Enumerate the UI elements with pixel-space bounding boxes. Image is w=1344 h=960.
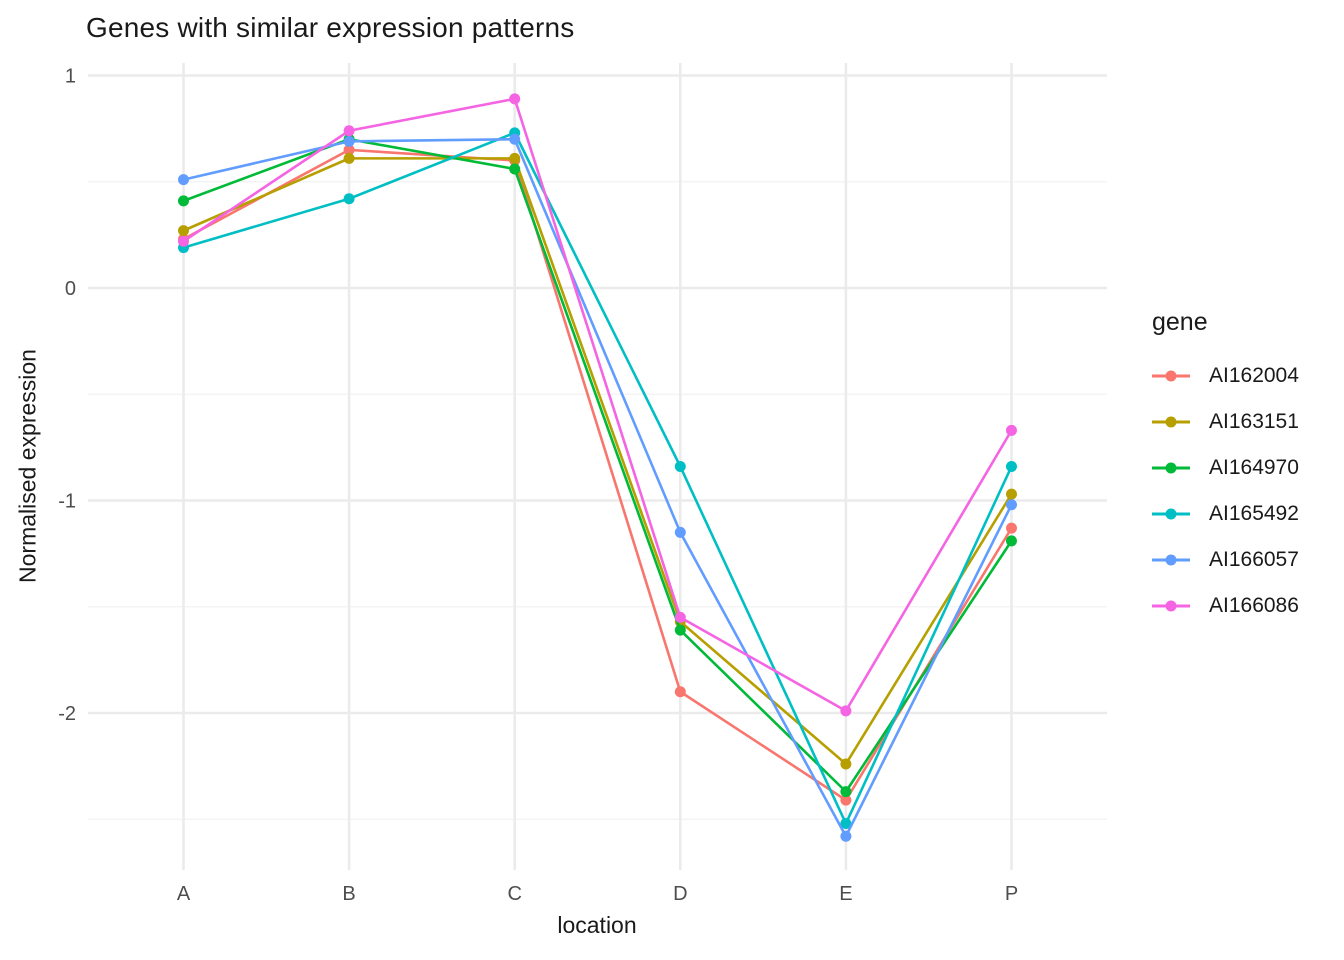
series-point-AI164970 [1006, 535, 1017, 547]
legend-item-AI165492: AI165492 [1150, 491, 1299, 537]
series-point-AI165492 [674, 461, 686, 472]
series-point-AI164970 [674, 624, 686, 636]
series-line-AI166086 [182, 97, 1013, 713]
x-tick-label: B [342, 883, 355, 905]
series-point-AI166086 [1006, 424, 1017, 436]
series-point-AI164970 [178, 195, 189, 207]
series-point-AI166057 [840, 830, 852, 842]
series-point-AI165492 [1006, 461, 1017, 472]
legend-key-icon [1152, 508, 1190, 520]
x-tick-label: A [177, 883, 191, 905]
legend-key-icon [1152, 554, 1190, 566]
legend-key-icon [1152, 370, 1190, 382]
series-point-AI163151 [178, 225, 189, 237]
legend-item-AI164970: AI164970 [1150, 445, 1299, 491]
series-point-AI166086 [840, 705, 852, 717]
series-point-AI165492 [840, 818, 852, 829]
series-point-AI163151 [343, 152, 355, 164]
x-tick-label: C [507, 883, 521, 905]
legend-item-AI163151: AI163151 [1150, 399, 1299, 445]
legend-key-icon [1152, 462, 1190, 474]
y-tick-label: 1 [65, 66, 76, 88]
legend-label: AI162004 [1209, 364, 1299, 387]
legend-item-AI166057: AI166057 [1150, 537, 1299, 583]
legend-label: AI166086 [1209, 594, 1299, 617]
chart-title: Genes with similar expression patterns [86, 12, 575, 43]
y-tick-label: -1 [58, 491, 76, 513]
series-line-AI162004 [182, 148, 1013, 802]
legend-label: AI163151 [1209, 410, 1299, 433]
series-point-AI163151 [509, 152, 521, 164]
series-point-AI162004 [840, 794, 852, 806]
series-point-AI163151 [1006, 488, 1017, 500]
series-point-AI162004 [343, 144, 355, 156]
legend: gene AI162004 AI163151 AI164970 AI165492 AI1… [1150, 308, 1299, 629]
series-point-AI166057 [178, 174, 189, 186]
legend-key-icon [1152, 600, 1190, 612]
series-point-AI162004 [1006, 522, 1017, 534]
series-point-AI164970 [509, 163, 521, 175]
y-tick-label: -2 [58, 703, 76, 725]
series-point-AI166057 [1006, 499, 1017, 511]
series-point-AI162004 [674, 686, 686, 698]
series-line-AI164970 [182, 137, 1013, 793]
series-point-AI166057 [343, 135, 355, 147]
series-point-AI166086 [674, 611, 686, 623]
series-point-AI166086 [343, 125, 355, 137]
legend-label: AI164970 [1209, 456, 1299, 479]
series-point-AI166057 [509, 133, 521, 145]
legend-item-AI166086: AI166086 [1150, 583, 1299, 629]
legend-title: gene [1152, 308, 1208, 336]
legend-label: AI165492 [1209, 502, 1299, 525]
x-tick-label: E [839, 883, 852, 905]
legend-label: AI166057 [1209, 548, 1299, 571]
x-tick-label: D [673, 883, 687, 905]
legend-items: AI162004 AI163151 AI164970 AI165492 AI166057… [1150, 353, 1299, 629]
series-point-AI163151 [840, 758, 852, 770]
x-axis-title: location [557, 912, 637, 938]
series-point-AI166057 [674, 526, 686, 538]
x-tick-label: P [1005, 883, 1018, 905]
series-point-AI165492 [343, 193, 355, 205]
y-tick-label: 0 [65, 278, 76, 300]
legend-key-icon [1152, 416, 1190, 428]
series-point-AI166086 [509, 93, 521, 105]
series-line-AI163151 [182, 157, 1013, 766]
series-point-AI164970 [840, 786, 852, 798]
series-line-AI165492 [182, 131, 1013, 825]
legend-item-AI162004: AI162004 [1150, 353, 1299, 399]
series-point-AI166086 [178, 235, 189, 247]
